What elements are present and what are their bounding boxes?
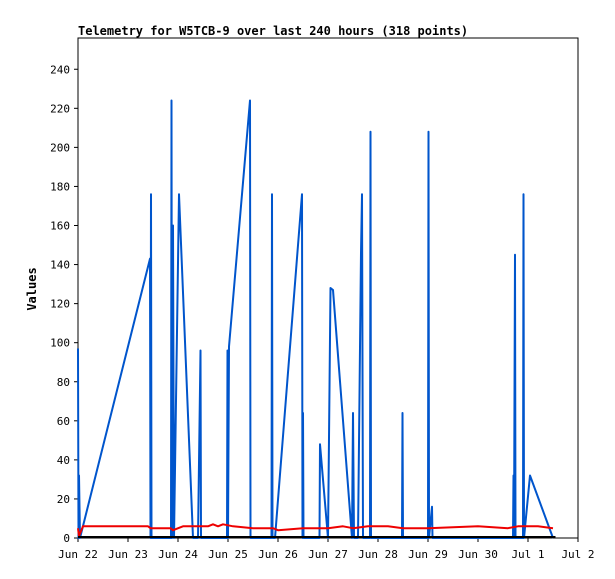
y-tick-label: 160 [50, 220, 70, 233]
x-tick-label: Jun 24 [158, 548, 198, 561]
x-tick-label: Jun 25 [208, 548, 248, 561]
x-tick-label: Jun 22 [58, 548, 98, 561]
x-tick-label: Jun 28 [358, 548, 398, 561]
y-tick-label: 80 [57, 376, 70, 389]
x-tick-label: Jun 27 [308, 548, 348, 561]
y-axis-ticks: 0 20 40 60 80 100 120 140 160 180 200 220 240 [50, 63, 78, 545]
y-tick-label: 20 [57, 493, 70, 506]
y-tick-label: 200 [50, 141, 70, 154]
y-axis-label: Values [25, 267, 39, 310]
y-tick-label: 60 [57, 415, 70, 428]
chart-title: Telemetry for W5TCB-9 over last 240 hour… [78, 24, 468, 38]
y-tick-label: 40 [57, 454, 70, 467]
y-tick-label: 120 [50, 298, 70, 311]
x-tick-label: Jul 1 [511, 548, 544, 561]
series-layer [77, 99, 556, 539]
x-tick-label: Jul 2 [561, 548, 594, 561]
x-tick-label: Jun 30 [458, 548, 498, 561]
x-axis-ticks: Jun 22 Jun 23 Jun 24 Jun 25 Jun 26 Jun 27 Jun … [58, 538, 595, 561]
series-line-2 [77, 523, 554, 537]
y-tick-label: 240 [50, 63, 70, 76]
y-tick-label: 0 [63, 532, 70, 545]
x-tick-label: Jun 29 [408, 548, 448, 561]
y-tick-label: 140 [50, 259, 70, 272]
x-tick-label: Jun 26 [258, 548, 298, 561]
y-tick-label: 100 [50, 337, 70, 350]
x-tick-label: Jun 23 [108, 548, 148, 561]
y-tick-label: 180 [50, 180, 70, 193]
y-tick-label: 220 [50, 102, 70, 115]
